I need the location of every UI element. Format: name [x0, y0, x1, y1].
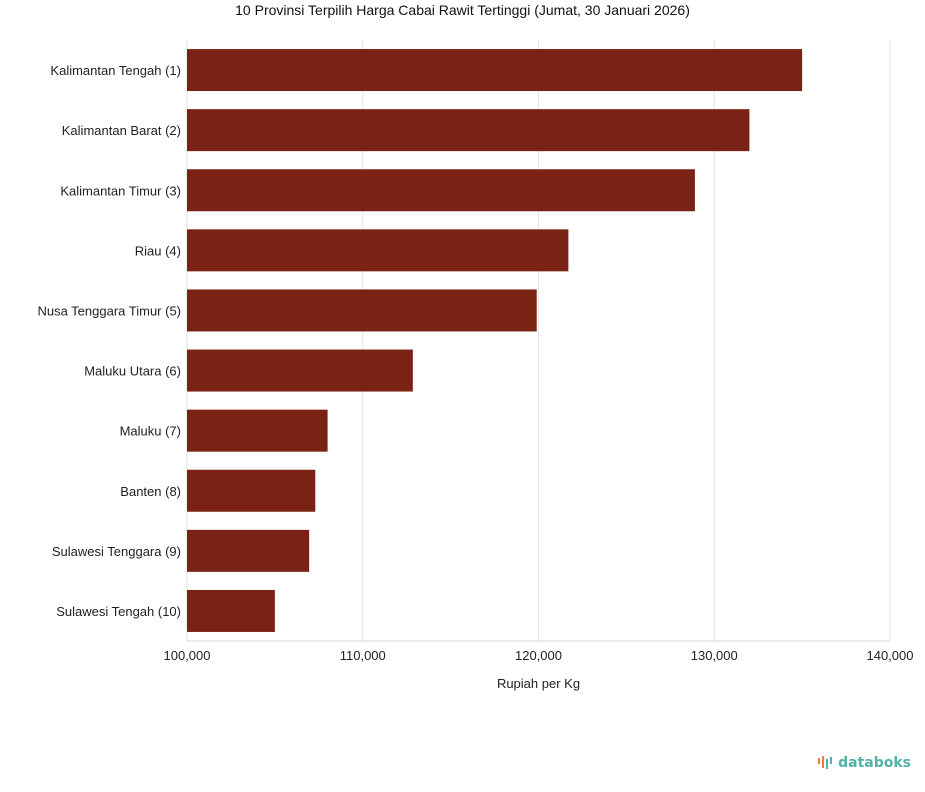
x-tick-label: 120,000: [515, 648, 562, 663]
category-label: Riau (4): [135, 243, 181, 258]
x-tick-label: 100,000: [164, 648, 211, 663]
bar: [187, 49, 803, 92]
category-label: Nusa Tenggara Timur (5): [37, 303, 181, 318]
x-tick-label: 140,000: [867, 648, 914, 663]
x-tick-label: 130,000: [691, 648, 738, 663]
bar: [187, 169, 695, 212]
bar: [187, 529, 310, 572]
category-label: Maluku (7): [120, 424, 181, 439]
bar: [187, 469, 316, 512]
databoks-logo-icon: [818, 756, 833, 769]
x-axis-label: Rupiah per Kg: [497, 676, 580, 691]
bar: [187, 289, 537, 332]
bar: [187, 109, 750, 152]
category-label: Kalimantan Tengah (1): [50, 63, 181, 78]
bar: [187, 229, 569, 272]
category-label: Kalimantan Timur (3): [60, 183, 181, 198]
brand-text: databoks: [838, 755, 911, 771]
x-tick-labels: 100,000 110,000 120,000 130,000 140,000: [164, 648, 914, 663]
category-label: Sulawesi Tengah (10): [56, 604, 181, 619]
category-label: Maluku Utara (6): [84, 364, 181, 379]
category-label: Sulawesi Tenggara (9): [52, 544, 181, 559]
category-labels: Kalimantan Tengah (1) Kalimantan Barat (2…: [37, 63, 181, 619]
chart-title: 10 Provinsi Terpilih Harga Cabai Rawit T…: [235, 2, 690, 18]
bar: [187, 409, 328, 452]
category-label: Banten (8): [120, 484, 181, 499]
bar: [187, 349, 413, 392]
bar: [187, 589, 275, 632]
x-tick-label: 110,000: [340, 648, 386, 663]
category-label: Kalimantan Barat (2): [62, 123, 181, 138]
bars: [187, 49, 803, 632]
brand-logo: databoks: [817, 754, 911, 772]
